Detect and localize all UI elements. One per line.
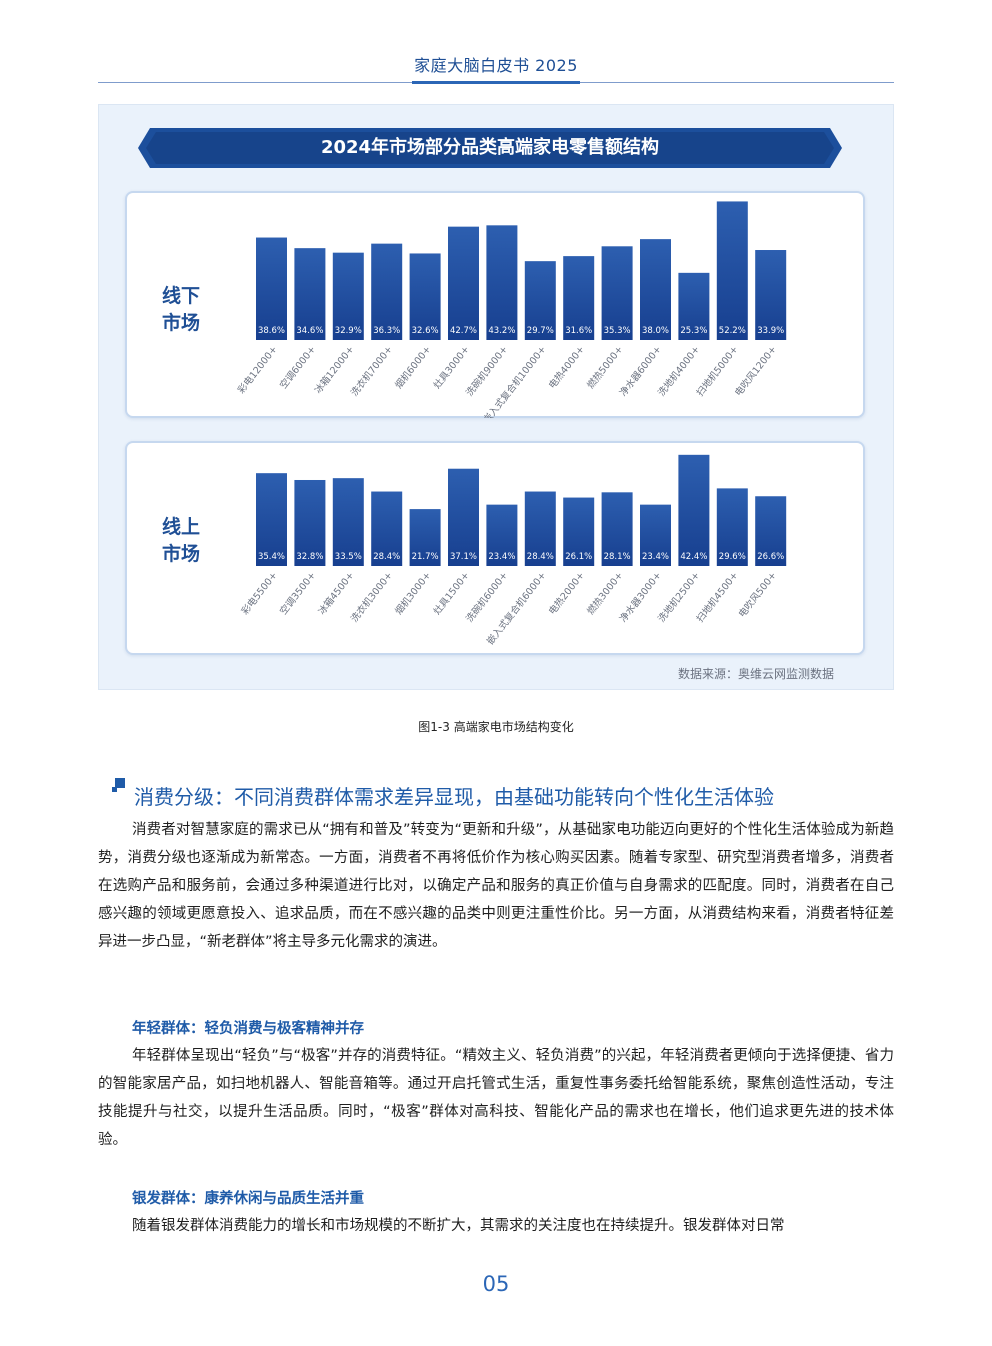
bar-13 (755, 250, 787, 340)
bar-11 (678, 272, 710, 340)
bar-value-label: 26.1% (565, 552, 592, 562)
section-bullet-icon (112, 778, 125, 792)
category-tick-label: 燃热5000+ (585, 343, 626, 391)
bar-value-label: 23.4% (642, 552, 669, 562)
bar-value-label: 52.2% (719, 326, 746, 336)
bar-0 (256, 473, 287, 566)
category-tick-label: 空调3500+ (277, 569, 318, 617)
bar-12 (716, 488, 748, 566)
bar-value-label: 28.4% (373, 552, 400, 562)
bar-5 (448, 226, 479, 340)
bar-2 (332, 478, 364, 566)
bar-value-label: 32.8% (296, 552, 323, 562)
bar-0 (256, 237, 287, 340)
offline-bar-chart: 38.6% 彩电12000+ 34.6% 空调6000+ 32.9% 冰箱12000+ 36… (235, 201, 787, 418)
bar-8 (563, 497, 595, 566)
online-bar-chart: 35.4% 彩电5500+ 32.8% 空调3500+ 33.5% 冰箱4500+ 28.4… (239, 454, 787, 647)
bar-value-label: 29.7% (527, 326, 554, 336)
bar-value-label: 42.4% (680, 552, 707, 562)
bar-value-label: 36.3% (373, 326, 400, 336)
bar-6 (486, 225, 518, 340)
section-heading: 消费分级：不同消费群体需求差异显现，由基础功能转向个性化生活体验 (134, 785, 774, 809)
category-tick-label: 冰箱4500+ (316, 569, 357, 617)
bar-9 (601, 492, 633, 566)
category-tick-label: 电热4000+ (546, 343, 587, 391)
bar-1 (294, 479, 326, 566)
bar-value-label: 38.0% (642, 326, 669, 336)
category-tick-label: 彩电12000+ (235, 343, 280, 395)
figure-caption: 图1-3 高端家电市场结构变化 (418, 720, 574, 734)
bar-value-label: 35.4% (258, 552, 285, 562)
bar-value-label: 25.3% (680, 326, 707, 336)
bar-value-label: 33.5% (335, 552, 362, 562)
silver-group-heading: 银发群体：康养休闲与品质生活并重 (132, 1191, 364, 1207)
offline-market-label: 线下 市场 (162, 283, 212, 337)
offline-market-label-text: 线下 市场 (162, 283, 212, 337)
bar-value-label: 43.2% (488, 326, 515, 336)
silver-group-paragraph: 随着银发群体消费能力的增长和市场规模的不断扩大，其需求的关注度也在持续提升。银发… (132, 1218, 785, 1234)
bar-value-label: 26.6% (757, 552, 784, 562)
category-tick-label: 嵌入式复合机10000+ (481, 343, 549, 418)
bar-3 (371, 491, 403, 566)
bar-value-label: 28.1% (604, 552, 631, 562)
figure-title: 2024年市场部分品类高端家电零售额结构 (320, 137, 660, 158)
category-tick-label: 彩电5500+ (239, 569, 280, 617)
category-tick-label: 电吹风500+ (736, 569, 779, 619)
bar-4 (409, 253, 441, 340)
panel-label-line: 线下 (162, 285, 201, 307)
category-tick-label: 燃热3000+ (585, 569, 626, 617)
bar-12 (716, 201, 748, 340)
online-market-label: 线上 市场 (162, 514, 212, 568)
figure-title-banner (138, 128, 842, 168)
bar-value-label: 34.6% (296, 326, 323, 336)
bar-13 (755, 496, 787, 566)
header-rule-accent (412, 81, 580, 84)
panel-label-line: 市场 (162, 312, 201, 334)
bar-value-label: 31.6% (565, 326, 592, 336)
category-tick-label: 冰箱12000+ (312, 343, 357, 395)
bar-value-label: 23.4% (488, 552, 515, 562)
bar-value-label: 35.3% (604, 326, 631, 336)
data-source-note: 数据来源：奥维云网监测数据 (678, 667, 835, 681)
panel-label-line: 线上 (162, 516, 201, 538)
panel-label-line: 市场 (162, 543, 201, 565)
category-tick-label: 灶具3000+ (431, 343, 472, 391)
online-market-label-text: 线上 市场 (162, 514, 212, 568)
bar-9 (601, 246, 633, 340)
bar-3 (371, 243, 403, 340)
bar-1 (294, 248, 326, 340)
page-header-title: 家庭大脑白皮书 2025 (414, 56, 578, 75)
bar-value-label: 32.6% (412, 326, 439, 336)
bar-value-label: 21.7% (412, 552, 439, 562)
bar-8 (563, 256, 595, 340)
bar-7 (524, 491, 556, 566)
category-tick-label: 灶具1500+ (431, 569, 472, 617)
intro-paragraph: 消费者对智慧家庭的需求已从“拥有和普及”转变为“更新和升级”，从基础家电功能迈向… (98, 822, 894, 950)
category-tick-label: 烟机3000+ (393, 569, 434, 617)
category-tick-label: 烟机6000+ (393, 343, 434, 391)
young-group-paragraph: 年轻群体呈现出“轻负”与“极客”并存的消费特征。“精效主义、轻负消费”的兴起，年… (98, 1048, 894, 1148)
page-number: 05 (482, 1272, 510, 1296)
bar-value-label: 42.7% (450, 326, 477, 336)
bar-10 (640, 239, 671, 340)
bar-6 (486, 504, 518, 566)
bar-value-label: 38.6% (258, 326, 285, 336)
bar-7 (524, 261, 556, 340)
bar-11 (678, 454, 710, 566)
bar-value-label: 32.9% (335, 326, 362, 336)
young-group-heading: 年轻群体：轻负消费与极客精神并存 (132, 1021, 364, 1037)
bar-2 (332, 252, 364, 340)
bar-10 (640, 504, 671, 566)
bar-value-label: 37.1% (450, 552, 477, 562)
bar-4 (409, 509, 441, 566)
bar-value-label: 33.9% (757, 326, 784, 336)
category-tick-label: 电热2000+ (546, 569, 587, 617)
bar-value-label: 28.4% (527, 552, 554, 562)
category-tick-label: 空调6000+ (277, 343, 318, 391)
bar-5 (448, 468, 479, 566)
bar-value-label: 29.6% (719, 552, 746, 562)
